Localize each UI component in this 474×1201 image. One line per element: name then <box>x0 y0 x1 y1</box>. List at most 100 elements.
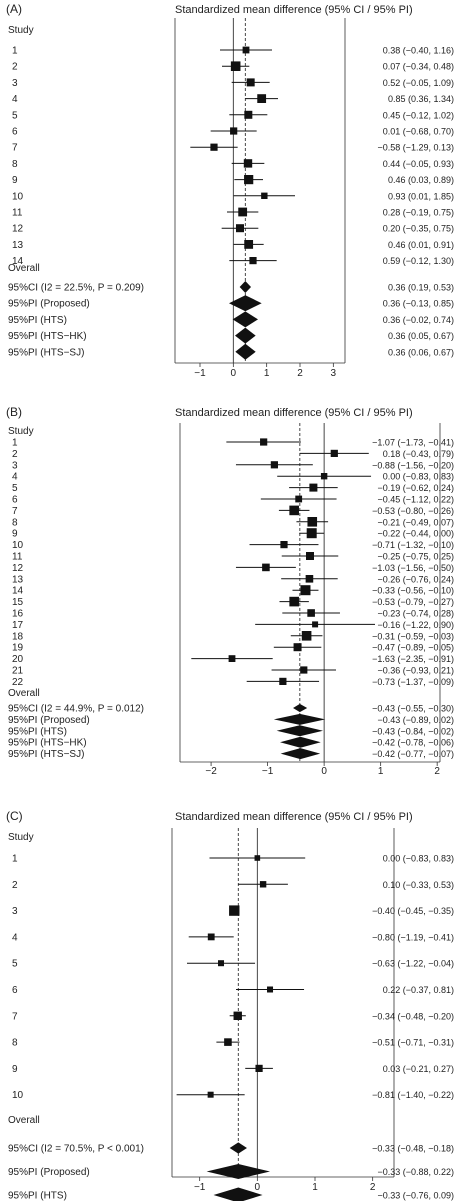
summary-diamond <box>206 1164 271 1179</box>
study-header: Study <box>8 426 34 437</box>
study-point-square <box>254 855 261 861</box>
x-tick-label: −1 <box>194 368 206 379</box>
summary-diamond <box>213 1187 263 1201</box>
study-label: 5 <box>12 959 18 970</box>
study-estimate-text: 0.22 (−0.37, 0.81) <box>383 985 454 995</box>
summary-estimate-text: 0.36 (0.05, 0.67) <box>388 331 454 341</box>
study-estimate-text: −0.51 (−0.71, −0.31) <box>372 1038 454 1048</box>
summary-diamond <box>280 736 321 748</box>
study-estimate-text: −0.23 (−0.74, 0.28) <box>377 609 454 619</box>
study-label: 2 <box>12 880 18 891</box>
study-label: 17 <box>12 620 24 631</box>
overall-header: Overall <box>8 1115 40 1126</box>
study-estimate-text: 0.59 (−0.12, 1.30) <box>383 256 454 266</box>
study-point-square <box>312 621 319 628</box>
study-label: 7 <box>12 1011 18 1022</box>
study-label: 5 <box>12 483 18 494</box>
panel-label: (B) <box>6 405 22 419</box>
study-point-square <box>280 541 288 549</box>
study-point-square <box>300 585 311 596</box>
study-label: 2 <box>12 62 18 73</box>
study-label: 1 <box>12 854 18 865</box>
summary-label: 95%CI (I2 = 44.9%, P = 0.012) <box>8 704 144 715</box>
forest-panel-c: (C) Standardized mean difference (95% CI … <box>6 809 454 1201</box>
study-point-square <box>309 483 318 492</box>
study-estimate-text: 0.10 (−0.33, 0.53) <box>383 880 454 890</box>
study-point-square <box>228 655 236 662</box>
study-estimate-text: 0.00 (−0.83, 0.83) <box>383 472 454 482</box>
summary-estimate-text: −0.43 (−0.89, 0.02) <box>377 715 454 725</box>
summary-diamond <box>229 1142 247 1154</box>
summary-diamond <box>239 281 251 293</box>
study-estimate-text: −0.36 (−0.93, 0.21) <box>377 666 454 676</box>
study-point-square <box>210 143 218 151</box>
summary-diamond <box>273 713 326 725</box>
study-estimate-text: −0.71 (−1.32, −0.10) <box>372 540 454 550</box>
summary-estimate-text: −0.43 (−0.84, −0.02) <box>372 726 454 736</box>
study-label: 19 <box>12 643 24 654</box>
summary-label: 95%PI (Proposed) <box>8 1167 90 1178</box>
x-tick-label: 0 <box>231 368 237 379</box>
study-estimate-text: 0.00 (−0.83, 0.83) <box>383 854 454 864</box>
study-label: 6 <box>12 127 18 138</box>
x-tick-label: 1 <box>378 766 384 777</box>
study-label: 9 <box>12 529 18 540</box>
study-label: 13 <box>12 240 24 251</box>
study-label: 1 <box>12 46 18 57</box>
study-estimate-text: −0.81 (−1.40, −0.22) <box>372 1090 454 1100</box>
study-estimate-text: −0.73 (−1.37, −0.09) <box>372 677 454 687</box>
summary-estimate-text: 0.36 (0.06, 0.67) <box>388 347 454 357</box>
study-header: Study <box>8 832 34 843</box>
study-point-square <box>262 563 270 572</box>
study-header: Study <box>8 25 34 36</box>
study-point-square <box>320 473 328 480</box>
study-label: 6 <box>12 985 18 996</box>
study-estimate-text: 0.28 (−0.19, 0.75) <box>383 208 454 218</box>
x-tick-label: −2 <box>205 766 217 777</box>
x-tick-label: 0 <box>255 1182 261 1193</box>
study-point-square <box>307 517 318 527</box>
study-label: 4 <box>12 932 18 943</box>
summary-label: 95%CI (I2 = 22.5%, P = 0.209) <box>8 283 144 294</box>
study-point-square <box>289 505 299 516</box>
study-label: 20 <box>12 654 24 665</box>
summary-estimate-text: 0.36 (−0.13, 0.85) <box>383 299 454 309</box>
study-label: 2 <box>12 449 18 460</box>
panel-label: (A) <box>6 2 22 16</box>
forest-panel-b: (B) Standardized mean difference (95% CI … <box>6 405 454 777</box>
study-estimate-text: −0.58 (−1.29, 0.13) <box>377 143 454 153</box>
study-point-square <box>236 224 244 233</box>
study-label: 12 <box>12 563 24 574</box>
study-point-square <box>267 986 274 993</box>
study-label: 1 <box>12 438 18 449</box>
study-estimate-text: −0.53 (−0.79, −0.27) <box>372 597 454 607</box>
study-label: 15 <box>12 597 24 608</box>
study-label: 7 <box>12 143 18 154</box>
study-estimate-text: 0.07 (−0.34, 0.48) <box>383 62 454 72</box>
study-point-square <box>301 631 312 641</box>
study-label: 22 <box>12 677 24 688</box>
x-tick-label: 0 <box>321 766 327 777</box>
summary-label: 95%PI (HTS−HK) <box>8 331 87 342</box>
summary-diamond <box>293 703 308 713</box>
study-estimate-text: −1.63 (−2.35, −0.91) <box>372 654 454 664</box>
study-label: 8 <box>12 159 18 170</box>
study-estimate-text: 0.44 (−0.05, 0.93) <box>383 159 454 169</box>
study-label: 11 <box>12 552 23 563</box>
study-point-square <box>255 1064 263 1072</box>
chart-title: Standardized mean difference (95% CI / 9… <box>175 407 413 419</box>
summary-estimate-text: −0.33 (−0.48, −0.18) <box>372 1144 454 1154</box>
study-point-square <box>229 905 240 916</box>
summary-label: 95%PI (HTS−SJ) <box>8 347 84 358</box>
study-point-square <box>289 596 299 607</box>
study-estimate-text: 0.52 (−0.05, 1.09) <box>383 78 454 88</box>
study-point-square <box>243 159 253 168</box>
study-estimate-text: −1.07 (−1.73, −0.41) <box>372 438 454 448</box>
summary-diamond <box>235 327 256 344</box>
study-label: 16 <box>12 609 24 620</box>
study-estimate-text: 0.01 (−0.68, 0.70) <box>383 127 454 137</box>
study-estimate-text: −0.22 (−0.44, 0.00) <box>377 529 454 539</box>
study-estimate-text: −0.21 (−0.49, 0.07) <box>377 517 454 527</box>
summary-label: 95%PI (HTS) <box>8 726 67 737</box>
